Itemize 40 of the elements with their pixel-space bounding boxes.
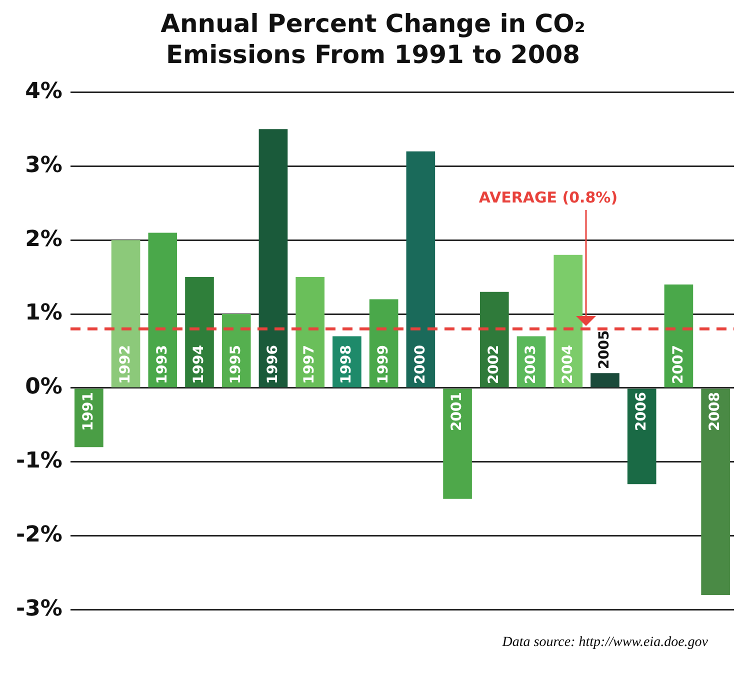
y-tick-label: 4%	[25, 78, 62, 104]
bar	[590, 372, 620, 387]
x-tick-label: 2001	[449, 391, 466, 430]
bar	[111, 240, 140, 387]
ref-line-label: AVERAGE (0.8%)	[478, 188, 618, 206]
bar	[148, 232, 178, 387]
x-tick-label: 1997	[302, 344, 318, 384]
x-tick-label: 1993	[154, 344, 170, 384]
x-tick-label: 2007	[670, 344, 686, 384]
y-tick-label: -2%	[16, 522, 62, 548]
chart-title: Annual Percent Change in CO₂ Emissions From 1991 to 2008	[160, 8, 586, 70]
y-tick-label: 1%	[25, 300, 62, 326]
x-tick-label: 1998	[338, 344, 355, 384]
y-tick-label: 3%	[25, 152, 62, 178]
x-tick-label: 1995	[228, 344, 244, 384]
bar	[554, 254, 583, 387]
bar	[258, 128, 288, 387]
y-tick-label: 2%	[25, 226, 62, 252]
y-tick-label: -3%	[16, 596, 62, 622]
y-tick-label: 0%	[25, 374, 62, 400]
x-tick-label: 2006	[633, 391, 650, 430]
x-tick-label: 1996	[264, 344, 281, 384]
bar	[627, 388, 656, 484]
x-tick-label: 1991	[80, 391, 97, 430]
y-tick-label: -1%	[16, 448, 62, 474]
x-tick-label: 2004	[560, 344, 576, 384]
x-tick-label: 2008	[707, 391, 724, 430]
x-tick-label: 1999	[375, 344, 392, 384]
x-tick-label: 2000	[412, 344, 428, 384]
x-tick-label: 2002	[486, 344, 502, 384]
bar	[406, 150, 436, 387]
bar	[443, 388, 472, 498]
bar	[185, 276, 214, 387]
bar	[296, 276, 324, 387]
bar	[701, 388, 730, 595]
x-tick-label: 2003	[522, 344, 539, 384]
source-note: Data source: http://www.eia.doe.gov	[501, 634, 709, 650]
x-tick-label: 1992	[117, 344, 134, 384]
x-tick-label: 1994	[191, 344, 208, 384]
x-tick-label: 2005	[596, 330, 613, 369]
